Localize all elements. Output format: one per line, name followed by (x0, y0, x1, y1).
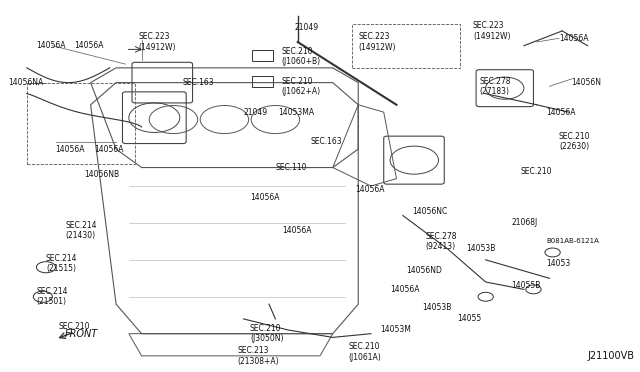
Text: SEC.214
(21515): SEC.214 (21515) (46, 254, 77, 273)
Text: 14056A: 14056A (56, 145, 85, 154)
Text: 14053: 14053 (546, 259, 570, 268)
Text: SEC.213
(21308+A): SEC.213 (21308+A) (237, 346, 279, 366)
Text: SEC.210: SEC.210 (521, 167, 552, 176)
Text: 14053M: 14053M (381, 326, 412, 334)
Text: 14055: 14055 (457, 314, 481, 323)
Text: 14056ND: 14056ND (406, 266, 442, 275)
Text: SEC.110: SEC.110 (275, 163, 307, 172)
Text: SEC.214
(21501): SEC.214 (21501) (36, 287, 68, 307)
Text: 21049: 21049 (294, 23, 319, 32)
Text: SEC.210: SEC.210 (59, 322, 90, 331)
Text: 14056A: 14056A (282, 226, 311, 235)
Text: SEC.210
(J3050N): SEC.210 (J3050N) (250, 324, 284, 343)
Text: SEC.223
(14912W): SEC.223 (14912W) (138, 32, 176, 52)
Text: 14056NB: 14056NB (84, 170, 119, 179)
Text: B081AB-6121A: B081AB-6121A (546, 238, 599, 244)
Text: SEC.278
(27183): SEC.278 (27183) (479, 77, 511, 96)
Text: J21100VB: J21100VB (588, 351, 635, 361)
Text: SEC.210
(J1061A): SEC.210 (J1061A) (349, 343, 381, 362)
Text: SEC.210
(J1062+A): SEC.210 (J1062+A) (282, 77, 321, 96)
Text: 14056NA: 14056NA (8, 78, 43, 87)
Text: 21049: 21049 (244, 108, 268, 117)
Text: 14056A: 14056A (250, 193, 280, 202)
Text: 14053B: 14053B (467, 244, 496, 253)
Text: 14056A: 14056A (75, 41, 104, 50)
Text: SEC.210
(J1060+B): SEC.210 (J1060+B) (282, 47, 321, 67)
Text: 14056NC: 14056NC (412, 207, 447, 217)
Text: 14056A: 14056A (94, 145, 124, 154)
Text: 14055B: 14055B (511, 281, 541, 290)
Text: 14053B: 14053B (422, 303, 451, 312)
Text: SEC.223
(14912W): SEC.223 (14912W) (473, 21, 511, 41)
Text: 14056A: 14056A (546, 108, 576, 117)
Text: SEC.163: SEC.163 (183, 78, 214, 87)
Text: SEC.163: SEC.163 (310, 137, 342, 146)
Text: SEC.223
(14912W): SEC.223 (14912W) (358, 32, 396, 52)
Text: 14056A: 14056A (355, 185, 385, 194)
Text: 14053MA: 14053MA (278, 108, 315, 117)
Text: SEC.278
(92413): SEC.278 (92413) (425, 232, 457, 251)
Text: 21068J: 21068J (511, 218, 538, 227)
Text: 14056A: 14056A (36, 41, 66, 50)
Text: SEC.214
(21430): SEC.214 (21430) (65, 221, 97, 240)
Text: 14056N: 14056N (572, 78, 602, 87)
Text: 14056A: 14056A (559, 34, 588, 43)
Text: SEC.210
(22630): SEC.210 (22630) (559, 132, 591, 151)
Text: FRONT: FRONT (65, 329, 99, 339)
Text: 14056A: 14056A (390, 285, 420, 294)
